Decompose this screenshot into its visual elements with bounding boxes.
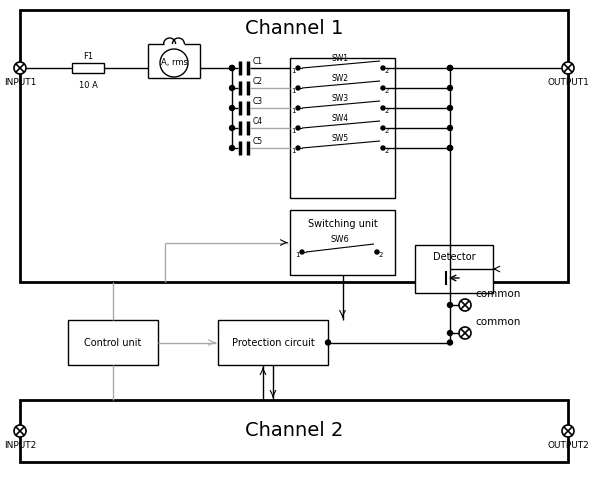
Text: 2: 2 — [385, 68, 389, 74]
Circle shape — [325, 340, 331, 345]
Text: 2: 2 — [385, 148, 389, 154]
Bar — [290, 210, 395, 275]
Bar — [72, 63, 104, 73]
Circle shape — [448, 340, 452, 345]
Text: SW6: SW6 — [330, 235, 349, 244]
Text: 2: 2 — [379, 252, 383, 258]
Bar — [68, 320, 158, 365]
Circle shape — [229, 66, 234, 70]
Circle shape — [229, 85, 234, 91]
Circle shape — [562, 62, 574, 74]
Text: Channel 1: Channel 1 — [245, 18, 343, 38]
Circle shape — [448, 146, 452, 150]
Circle shape — [14, 425, 26, 437]
Text: INPUT2: INPUT2 — [4, 441, 36, 450]
Text: C1: C1 — [253, 57, 263, 66]
Circle shape — [381, 86, 385, 90]
Text: SW2: SW2 — [332, 74, 349, 83]
Bar — [218, 320, 328, 365]
Circle shape — [381, 146, 385, 150]
Text: SW1: SW1 — [332, 54, 349, 63]
Text: 1: 1 — [291, 68, 296, 74]
Text: F1: F1 — [83, 52, 93, 61]
Text: SW3: SW3 — [332, 94, 349, 103]
Text: A, rms: A, rms — [160, 58, 187, 67]
Text: Protection circuit: Protection circuit — [232, 337, 314, 348]
Circle shape — [381, 126, 385, 130]
Text: INPUT1: INPUT1 — [4, 78, 36, 87]
Circle shape — [296, 106, 300, 110]
Circle shape — [296, 86, 300, 90]
Circle shape — [459, 327, 471, 339]
Text: 2: 2 — [385, 128, 389, 134]
Text: 1: 1 — [291, 148, 296, 154]
Circle shape — [229, 125, 234, 131]
Text: OUTPUT2: OUTPUT2 — [547, 441, 589, 450]
Text: Switching unit: Switching unit — [308, 219, 377, 229]
Circle shape — [14, 62, 26, 74]
Bar — [20, 10, 568, 282]
Text: OUTPUT1: OUTPUT1 — [547, 78, 589, 87]
Text: 10 A: 10 A — [79, 81, 97, 90]
Circle shape — [375, 250, 379, 254]
Circle shape — [448, 331, 452, 335]
Circle shape — [296, 126, 300, 130]
Text: common: common — [475, 289, 520, 299]
Circle shape — [448, 66, 452, 70]
Circle shape — [562, 425, 574, 437]
Text: C4: C4 — [253, 117, 263, 126]
Text: C2: C2 — [253, 77, 263, 86]
Bar — [290, 58, 395, 198]
Circle shape — [381, 106, 385, 110]
Text: 1: 1 — [291, 108, 296, 114]
Circle shape — [448, 146, 452, 150]
Text: SW5: SW5 — [332, 134, 349, 143]
Circle shape — [448, 125, 452, 131]
Circle shape — [448, 303, 452, 308]
Circle shape — [229, 146, 234, 150]
Circle shape — [229, 106, 234, 110]
Circle shape — [448, 106, 452, 110]
Circle shape — [296, 146, 300, 150]
Text: 1: 1 — [291, 88, 296, 94]
Text: Channel 2: Channel 2 — [245, 421, 343, 441]
Circle shape — [300, 250, 304, 254]
Text: SW4: SW4 — [332, 114, 349, 123]
Text: 1: 1 — [291, 128, 296, 134]
Text: C5: C5 — [253, 137, 263, 146]
Text: 1: 1 — [296, 252, 300, 258]
Circle shape — [448, 66, 452, 70]
Circle shape — [160, 49, 188, 77]
Circle shape — [296, 66, 300, 70]
Text: Control unit: Control unit — [84, 337, 142, 348]
Circle shape — [229, 66, 234, 70]
Bar — [20, 400, 568, 462]
Text: 2: 2 — [385, 108, 389, 114]
Bar — [415, 245, 493, 293]
Circle shape — [448, 85, 452, 91]
Circle shape — [381, 66, 385, 70]
Text: 2: 2 — [385, 88, 389, 94]
Circle shape — [459, 299, 471, 311]
Text: C3: C3 — [253, 97, 263, 106]
Text: common: common — [475, 317, 520, 327]
Text: Detector: Detector — [433, 252, 476, 262]
